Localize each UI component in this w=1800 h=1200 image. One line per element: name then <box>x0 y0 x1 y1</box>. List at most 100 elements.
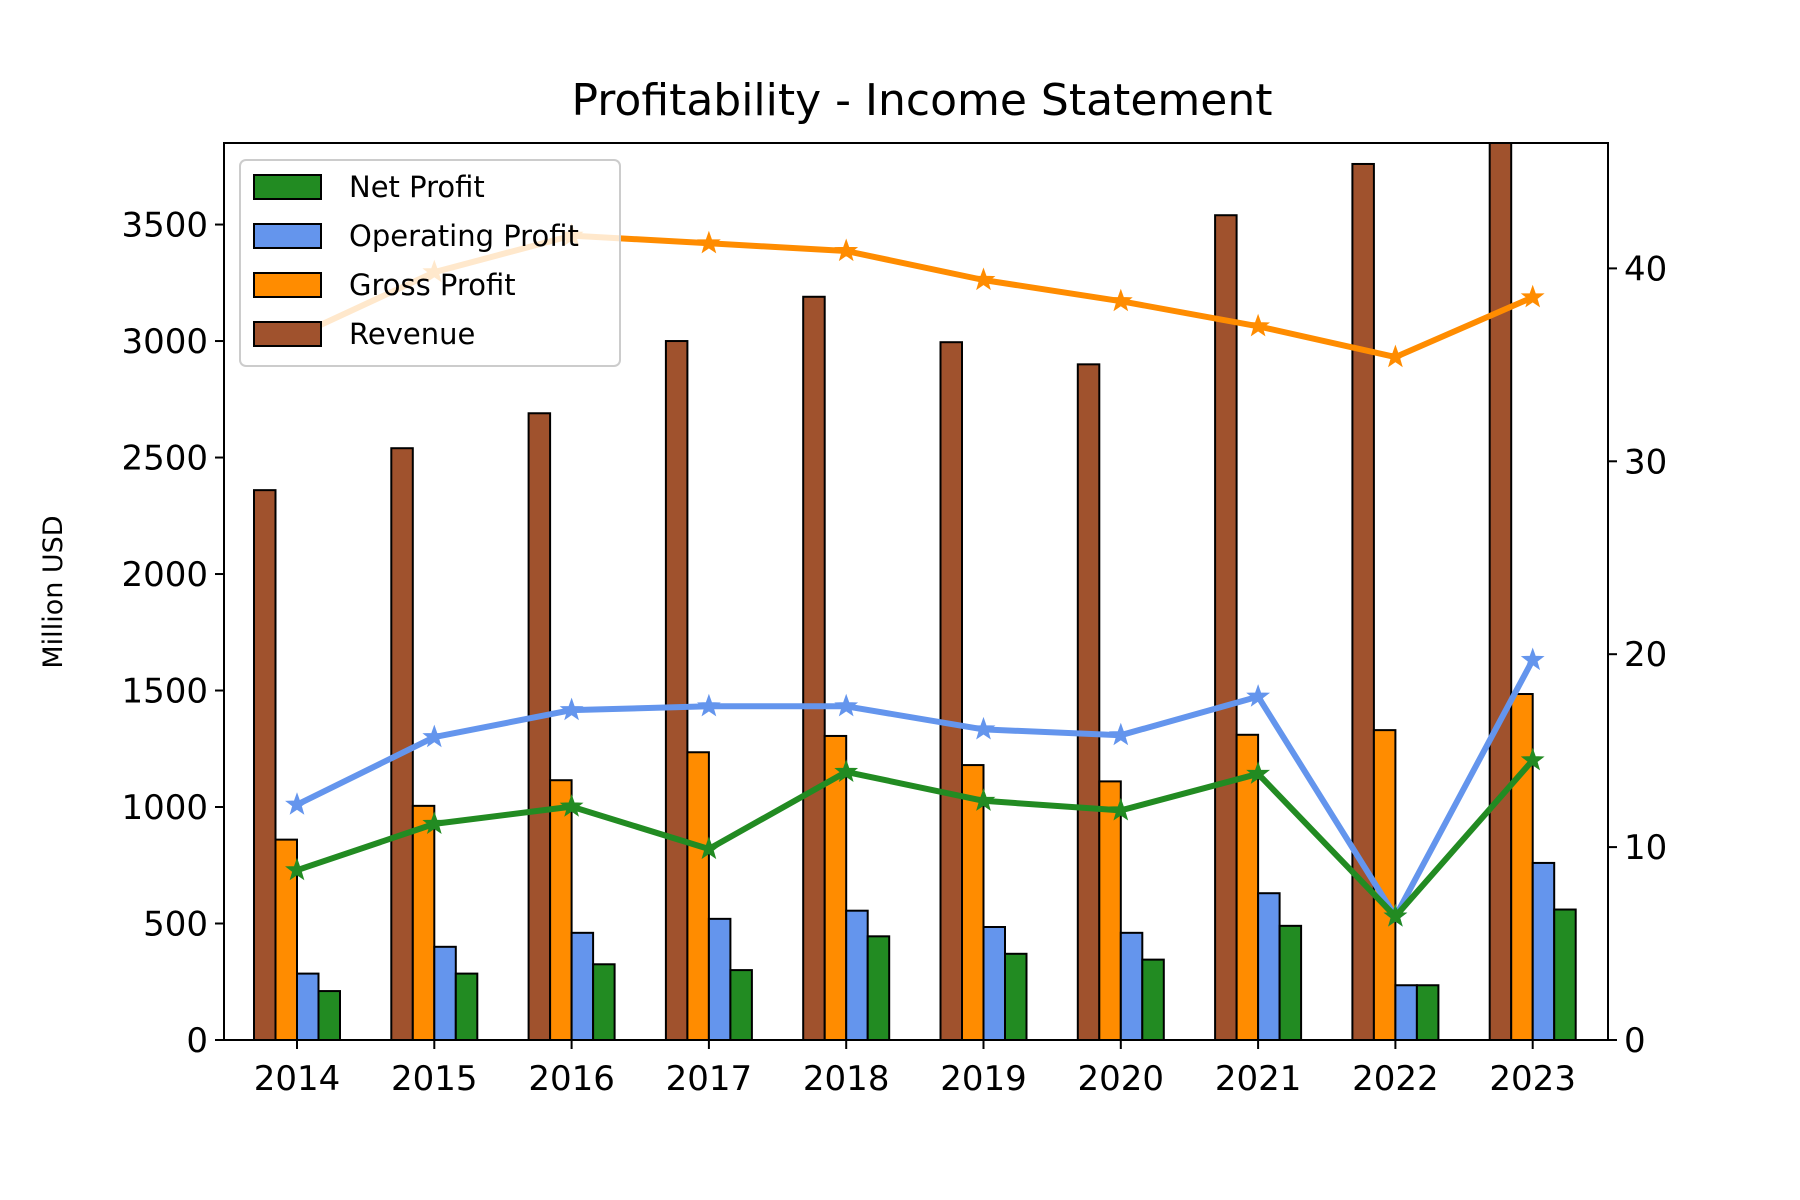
left-tick-label: 0 <box>186 1021 208 1061</box>
marker-net-profit-2020 <box>1108 797 1133 821</box>
marker-gross-profit-2022 <box>1383 344 1408 368</box>
bar-net-profit-2018 <box>866 935 891 1042</box>
line-net-profit-margin <box>294 757 1536 920</box>
bars-layer <box>253 142 1577 1042</box>
bar-operating-profit-2015 <box>433 945 457 1041</box>
bar-gross-profit-2020 <box>1098 780 1122 1041</box>
marker-operating-profit-2017 <box>697 693 721 717</box>
marker-gross-profit-2019 <box>971 267 996 291</box>
marker-operating-profit-2018 <box>834 693 859 717</box>
left-tick-label: 1500 <box>121 672 208 712</box>
legend-swatch-net-profit <box>253 174 322 200</box>
bar-revenue-2021 <box>1214 214 1238 1042</box>
bar-net-profit-2022 <box>1415 984 1440 1041</box>
x-tick-label: 2016 <box>528 1059 615 1099</box>
marker-operating-profit-2020 <box>1108 722 1133 746</box>
marker-operating-profit-2016 <box>559 697 584 721</box>
bar-net-profit-2014 <box>317 990 341 1042</box>
legend-swatch-revenue <box>253 321 322 347</box>
y-axis-label: Million USD <box>38 515 69 668</box>
bar-net-profit-2015 <box>454 972 479 1041</box>
marker-gross-profit-2023 <box>1520 284 1545 308</box>
right-tick-label: 10 <box>1624 828 1667 868</box>
right-axis: 0 10 20 30 40 <box>1608 249 1667 1061</box>
bar-revenue-2018 <box>802 295 826 1041</box>
bar-operating-profit-2020 <box>1119 931 1144 1042</box>
legend-label-gross-profit: Gross Profit <box>349 268 516 302</box>
bar-gross-profit-2015 <box>411 804 436 1041</box>
x-axis: 2014 2015 2016 2017 2018 2019 2020 2021 2022 2023 <box>254 1040 1576 1099</box>
marker-net-profit-2018 <box>834 759 859 782</box>
x-tick-label: 2022 <box>1352 1059 1439 1099</box>
bar-operating-profit-2014 <box>296 972 320 1041</box>
chart-title: Profitability - Income Statement <box>572 75 1273 126</box>
bar-revenue-2017 <box>664 340 689 1042</box>
bar-revenue-2014 <box>253 489 277 1041</box>
marker-net-profit-2022 <box>1383 903 1408 927</box>
x-tick-label: 2019 <box>940 1059 1027 1099</box>
bar-revenue-2019 <box>939 341 963 1041</box>
bar-operating-profit-2016 <box>570 931 595 1042</box>
legend-swatch-gross-profit <box>253 272 322 298</box>
legend-frame <box>239 159 621 367</box>
bar-revenue-2016 <box>527 412 552 1041</box>
marker-operating-profit-2015 <box>422 724 447 748</box>
bar-gross-profit-2023 <box>1510 693 1534 1041</box>
marker-gross-profit-2021 <box>1246 313 1271 337</box>
bar-net-profit-2023 <box>1553 908 1577 1042</box>
x-tick-label: 2021 <box>1215 1059 1302 1099</box>
marker-net-profit-2021 <box>1246 761 1271 784</box>
marker-operating-profit-2014 <box>285 792 309 815</box>
bar-operating-profit-2023 <box>1531 861 1556 1041</box>
left-tick-label: 1000 <box>121 788 208 828</box>
marker-gross-profit-2017 <box>696 230 721 254</box>
x-tick-label: 2023 <box>1489 1059 1576 1099</box>
bar-revenue-2015 <box>390 447 414 1041</box>
line-operating-profit-margin <box>294 657 1536 920</box>
bar-operating-profit-2022 <box>1394 984 1418 1041</box>
bar-gross-profit-2016 <box>549 779 573 1041</box>
left-tick-label: 2500 <box>121 439 208 479</box>
marker-net-profit-2016 <box>559 794 584 817</box>
legend-label-revenue: Revenue <box>349 317 475 351</box>
x-tick-label: 2018 <box>803 1059 890 1099</box>
marker-net-profit-2014 <box>285 857 309 881</box>
bar-operating-profit-2019 <box>982 926 1006 1041</box>
marker-operating-profit-2021 <box>1246 684 1271 707</box>
bar-net-profit-2017 <box>729 969 753 1041</box>
right-tick-label: 20 <box>1624 635 1667 675</box>
marker-gross-profit-2020 <box>1108 288 1133 312</box>
legend-swatch-operating-profit <box>253 223 322 249</box>
legend-label-operating-profit: Operating Profit <box>349 219 579 253</box>
bar-operating-profit-2018 <box>845 909 869 1041</box>
marker-net-profit-2015 <box>422 811 447 834</box>
left-tick-label: 3500 <box>121 206 208 246</box>
bar-net-profit-2020 <box>1141 958 1165 1042</box>
bar-revenue-2020 <box>1076 363 1101 1042</box>
left-axis: 0 500 1000 1500 2000 2500 3000 3500 <box>121 206 224 1061</box>
marker-net-profit-2019 <box>971 788 996 811</box>
plot-frame <box>223 142 1609 1041</box>
marker-gross-profit-2018 <box>834 238 859 262</box>
marker-net-profit-2017 <box>696 836 721 860</box>
bar-revenue-2022 <box>1351 162 1375 1042</box>
bar-net-profit-2021 <box>1278 924 1303 1041</box>
bar-operating-profit-2021 <box>1257 892 1281 1042</box>
marker-operating-profit-2023 <box>1520 647 1545 671</box>
x-tick-label: 2015 <box>391 1059 478 1099</box>
bar-net-profit-2019 <box>1004 952 1028 1041</box>
bar-operating-profit-2017 <box>707 917 732 1041</box>
legend: Net Profit Operating Profit Gross Profit Re… <box>239 159 621 367</box>
legend-label-net-profit: Net Profit <box>349 170 485 204</box>
x-tick-label: 2020 <box>1078 1059 1165 1099</box>
bar-net-profit-2016 <box>592 963 616 1042</box>
marker-net-profit-2023 <box>1520 747 1545 771</box>
left-tick-label: 2000 <box>121 555 208 595</box>
right-tick-label: 30 <box>1624 442 1667 482</box>
left-tick-label: 500 <box>143 905 208 945</box>
bar-revenue-2023 <box>1488 142 1513 1041</box>
bar-gross-profit-2017 <box>686 751 710 1041</box>
marker-operating-profit-2019 <box>971 716 996 740</box>
right-tick-label: 40 <box>1624 249 1667 289</box>
